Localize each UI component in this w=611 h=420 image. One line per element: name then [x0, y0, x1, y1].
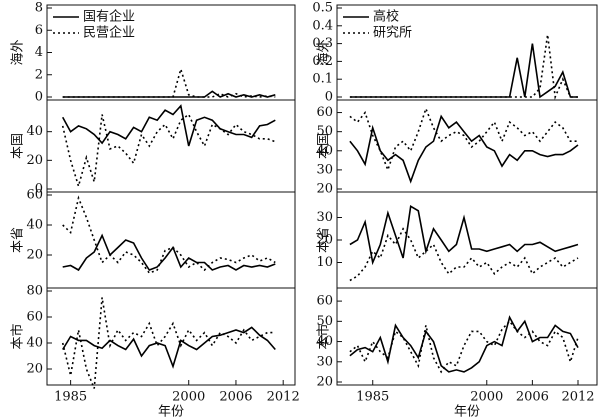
y-axis-label: 本国	[11, 133, 26, 159]
series-line	[349, 315, 579, 373]
y-axis-label: 本国	[317, 133, 332, 159]
y-tick-label: 2	[35, 67, 43, 82]
series-line	[62, 326, 276, 369]
y-tick-label: 20	[26, 153, 43, 168]
panel-frame	[46, 191, 296, 289]
y-axis-label: 本省	[317, 227, 332, 253]
legend-label: 国有企业	[83, 9, 135, 25]
series-line	[62, 195, 276, 274]
y-axis-label: 本市	[10, 323, 26, 349]
x-tick-label: 1985	[54, 390, 87, 405]
y-tick-label: 20	[316, 375, 333, 390]
y-tick-label: 60	[316, 294, 333, 309]
y-tick-label: 10	[316, 255, 333, 270]
y-tick-label: 60	[26, 188, 43, 203]
y-tick-label: 20	[26, 248, 43, 263]
y-tick-label: 30	[316, 210, 333, 225]
legend-label: 研究所	[373, 26, 412, 41]
x-tick-label: 2012	[267, 390, 300, 405]
panel-frame	[336, 191, 598, 289]
y-tick-label: 20	[26, 362, 43, 377]
x-axis-label: 年份	[158, 405, 184, 420]
y-tick-label: 0	[35, 90, 43, 105]
series-line	[349, 114, 579, 184]
y-tick-label: 0	[325, 90, 333, 105]
panel-frame	[46, 287, 296, 386]
x-tick-label: 2000	[470, 390, 503, 405]
y-tick-label: 30	[316, 354, 333, 369]
y-axis-label: 海外	[317, 39, 332, 65]
y-tick-label: 0	[35, 182, 43, 197]
series-line	[349, 320, 579, 374]
y-tick-label: 50	[316, 124, 333, 139]
series-line	[61, 297, 276, 389]
x-tick-label: 2006	[516, 390, 549, 405]
y-tick-label: 0.2	[312, 54, 333, 69]
series-line	[349, 106, 578, 173]
y-tick-label: 4	[35, 45, 43, 60]
x-tick-label: 2006	[219, 390, 252, 405]
y-tick-label: 0.1	[312, 72, 333, 87]
legend-label: 高校	[373, 9, 399, 25]
y-tick-label: 0.3	[312, 36, 333, 51]
panel-frame	[336, 99, 598, 193]
series-line	[61, 113, 276, 189]
y-axis-label: 海外	[11, 39, 26, 65]
y-tick-label: 60	[316, 105, 333, 120]
y-tick-label: 60	[26, 310, 43, 325]
y-tick-label: 8	[35, 1, 43, 16]
y-tick-label: 30	[316, 162, 333, 177]
y-tick-label: 80	[26, 284, 43, 299]
y-axis-label: 本市	[316, 323, 332, 349]
series-line	[61, 104, 276, 147]
y-axis-label: 本省	[11, 227, 26, 253]
series-line	[62, 66, 276, 98]
y-tick-label: 20	[316, 182, 333, 197]
x-tick-label: 2012	[561, 390, 594, 405]
y-tick-label: 40	[26, 124, 43, 139]
y-tick-label: 0.4	[312, 18, 333, 33]
legend-label: 民营企业	[83, 25, 135, 41]
y-tick-label: 6	[35, 23, 43, 38]
y-tick-label: 40	[26, 218, 43, 233]
y-tick-label: 0.5	[312, 1, 333, 16]
y-tick-label: 40	[26, 336, 43, 351]
series-line	[349, 227, 579, 282]
x-tick-label: 1985	[356, 390, 389, 405]
y-tick-label: 40	[316, 334, 333, 349]
panel-frame	[336, 287, 598, 386]
series-line	[349, 205, 579, 266]
x-axis-label: 年份	[454, 405, 480, 420]
y-tick-label: 40	[316, 143, 333, 158]
x-tick-label: 2000	[172, 390, 205, 405]
series-line	[62, 233, 276, 272]
series-line	[62, 90, 276, 98]
series-line	[349, 43, 578, 99]
y-tick-label: 20	[316, 233, 333, 248]
y-tick-label: 50	[316, 314, 333, 329]
series-line	[349, 34, 578, 101]
